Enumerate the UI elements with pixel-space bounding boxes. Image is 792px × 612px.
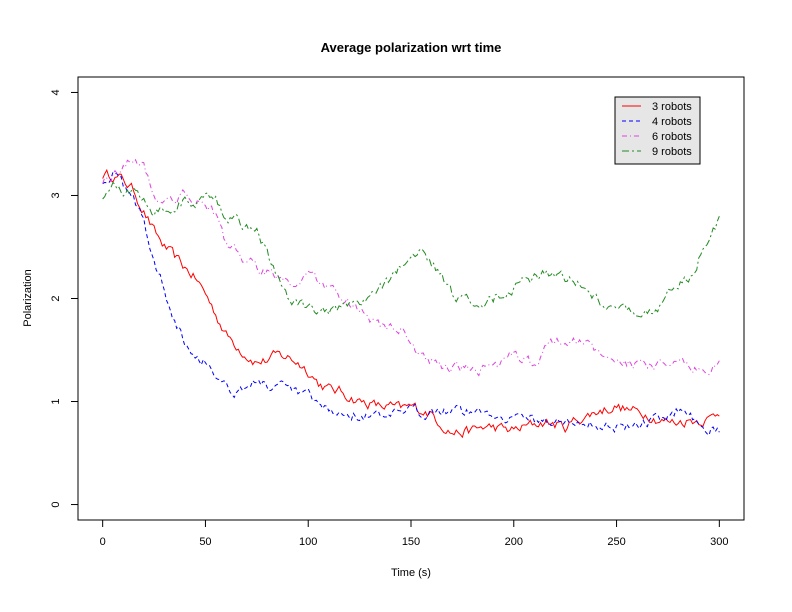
legend-label: 3 robots [652,101,692,113]
y-axis-label: Polarization [22,269,34,326]
x-tick-label: 200 [505,536,523,548]
x-tick-label: 150 [402,536,420,548]
legend-label: 6 robots [652,131,692,143]
y-tick-label: 2 [50,295,62,301]
x-tick-label: 250 [607,536,625,548]
x-tick-label: 50 [199,536,211,548]
series-line-9-robots [102,181,720,318]
y-tick-label: 1 [50,398,62,404]
y-tick-label: 4 [50,89,62,95]
series-line-3-robots [102,168,720,439]
y-tick-label: 0 [50,501,62,507]
plot-lines [102,158,720,439]
x-tick-label: 300 [710,536,728,548]
legend: 3 robots 4 robots 6 robots 9 robots [614,96,701,165]
y-tick-label: 3 [50,192,62,198]
legend-label: 4 robots [652,116,692,128]
x-tick-label: 100 [299,536,317,548]
series-line-4-robots [102,171,720,437]
series-line-6-robots [102,158,720,377]
legend-box [614,96,701,165]
legend-label: 9 robots [652,146,692,158]
y-axis: 0 1 2 3 4 [50,89,79,508]
x-axis: 0 50 100 150 200 250 300 [100,519,729,548]
x-axis-label: Time (s) [391,567,431,579]
x-tick-label: 0 [100,536,106,548]
chart-title: Average polarization wrt time [321,40,502,55]
